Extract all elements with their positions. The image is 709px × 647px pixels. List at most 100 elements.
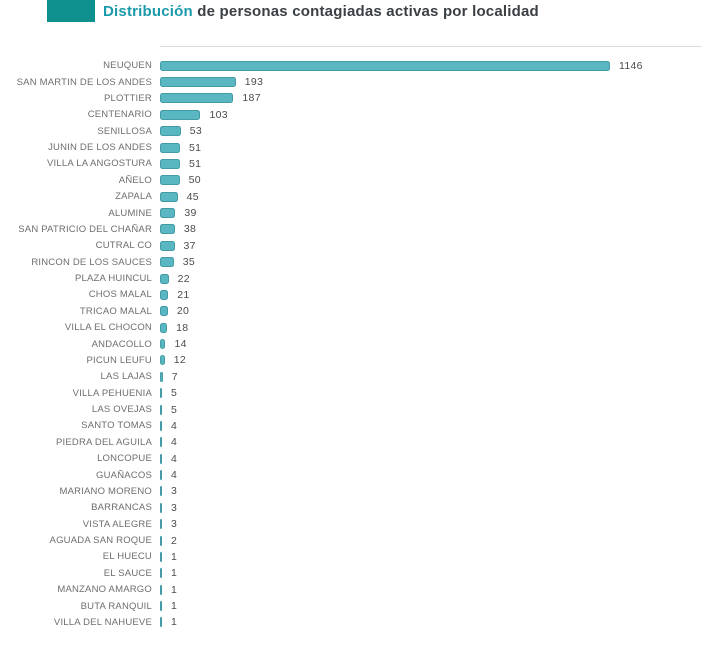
category-label: VILLA EL CHOCON bbox=[64, 322, 152, 334]
value-label: 51 bbox=[189, 157, 202, 170]
bar[interactable] bbox=[160, 371, 163, 382]
bar-row: VILLA DEL NAHUEVE 1 bbox=[0, 614, 709, 630]
bar[interactable] bbox=[160, 535, 162, 546]
category-label: AÑELO bbox=[118, 174, 152, 186]
value-label: 2 bbox=[171, 534, 178, 547]
bar-row: NEUQUEN 1146 bbox=[0, 58, 709, 74]
bar-area: 38 bbox=[160, 223, 196, 235]
bar[interactable] bbox=[160, 240, 175, 251]
bar[interactable] bbox=[160, 126, 181, 137]
bar[interactable] bbox=[160, 617, 162, 628]
category-label: LAS OVEJAS bbox=[91, 404, 152, 416]
bar[interactable] bbox=[160, 322, 168, 333]
bar[interactable] bbox=[160, 208, 176, 219]
category-label: SAN MARTIN DE LOS ANDES bbox=[16, 76, 152, 88]
category-label: ZAPALA bbox=[115, 191, 152, 203]
bar[interactable] bbox=[160, 109, 201, 120]
bar[interactable] bbox=[160, 551, 162, 562]
bar[interactable] bbox=[160, 437, 162, 448]
category-label: SAN PATRICIO DEL CHAÑAR bbox=[18, 223, 152, 235]
bar-area: 4 bbox=[160, 453, 177, 465]
bar[interactable] bbox=[160, 519, 162, 530]
bar-row: LAS LAJAS 7 bbox=[0, 369, 709, 385]
bar[interactable] bbox=[160, 158, 181, 169]
bar-area: 7 bbox=[160, 371, 178, 383]
category-label: TRICAO MALAL bbox=[79, 305, 152, 317]
value-label: 50 bbox=[188, 174, 201, 187]
category-label: SENILLOSA bbox=[97, 125, 152, 137]
bar[interactable] bbox=[160, 420, 162, 431]
bar[interactable] bbox=[160, 306, 168, 317]
bar-area: 1 bbox=[160, 600, 177, 612]
bar[interactable] bbox=[160, 60, 610, 71]
bar-row: PLAZA HUINCUL 22 bbox=[0, 270, 709, 286]
chart-header: Distribución de personas contagiadas act… bbox=[0, 0, 709, 30]
bar-area: 35 bbox=[160, 256, 195, 268]
bar[interactable] bbox=[160, 568, 162, 579]
category-label: CUTRAL CO bbox=[95, 240, 152, 252]
bar-row: SAN MARTIN DE LOS ANDES 193 bbox=[0, 74, 709, 90]
bar[interactable] bbox=[160, 601, 162, 612]
value-label: 39 bbox=[184, 207, 197, 220]
bar-area: 45 bbox=[160, 191, 199, 203]
bar[interactable] bbox=[160, 339, 166, 350]
category-label: PLAZA HUINCUL bbox=[74, 273, 152, 285]
bar[interactable] bbox=[160, 470, 162, 481]
bar-row: CUTRAL CO 37 bbox=[0, 238, 709, 254]
bar-area: 4 bbox=[160, 436, 177, 448]
bar[interactable] bbox=[160, 257, 174, 268]
bar[interactable] bbox=[160, 142, 181, 153]
bar[interactable] bbox=[160, 502, 162, 513]
bar-area: 50 bbox=[160, 174, 201, 186]
value-label: 53 bbox=[189, 125, 203, 138]
bar[interactable] bbox=[160, 175, 180, 186]
bar[interactable] bbox=[160, 191, 178, 202]
value-label: 1 bbox=[171, 616, 178, 629]
bar[interactable] bbox=[160, 93, 234, 104]
bar-area: 20 bbox=[160, 305, 189, 317]
bar-area: 2 bbox=[160, 535, 177, 547]
bar[interactable] bbox=[160, 453, 162, 464]
bar-area: 12 bbox=[160, 354, 186, 366]
bar-area: 1 bbox=[160, 616, 177, 628]
value-label: 12 bbox=[173, 354, 186, 367]
bar-row: VILLA LA ANGOSTURA 51 bbox=[0, 156, 709, 172]
bar-row: VILLA EL CHOCON 18 bbox=[0, 320, 709, 336]
bar-row: EL SAUCE 1 bbox=[0, 565, 709, 581]
plot-top-border bbox=[160, 46, 702, 47]
bar[interactable] bbox=[160, 584, 162, 595]
category-label: LONCOPUE bbox=[97, 453, 152, 465]
bar[interactable] bbox=[160, 355, 165, 366]
bar[interactable] bbox=[160, 388, 162, 399]
bar-row: ANDACOLLO 14 bbox=[0, 336, 709, 352]
category-label: EL SAUCE bbox=[103, 567, 152, 579]
bar[interactable] bbox=[160, 224, 175, 235]
bar[interactable] bbox=[160, 273, 169, 284]
bar-area: 21 bbox=[160, 289, 190, 301]
bar[interactable] bbox=[160, 289, 169, 300]
category-label: BARRANCAS bbox=[91, 502, 152, 514]
bar-area: 14 bbox=[160, 338, 187, 350]
bar-row: AGUADA SAN ROQUE 2 bbox=[0, 532, 709, 548]
bar-rows: NEUQUEN 1146 SAN MARTIN DE LOS ANDES 193 PLO… bbox=[0, 58, 709, 631]
value-label: 193 bbox=[244, 76, 264, 89]
category-label: AGUADA SAN ROQUE bbox=[49, 535, 152, 547]
category-label: ALUMINE bbox=[108, 207, 152, 219]
bar-row: RINCON DE LOS SAUCES 35 bbox=[0, 254, 709, 270]
category-label: VILLA PEHUENIA bbox=[72, 387, 152, 399]
value-label: 3 bbox=[171, 485, 178, 498]
value-label: 187 bbox=[242, 92, 261, 105]
bar[interactable] bbox=[160, 404, 162, 415]
category-label: LAS LAJAS bbox=[100, 371, 152, 383]
category-label: GUAÑACOS bbox=[96, 469, 152, 481]
bar-area: 4 bbox=[160, 420, 177, 432]
value-label: 45 bbox=[186, 190, 199, 203]
value-label: 1146 bbox=[619, 59, 643, 72]
bar[interactable] bbox=[160, 486, 162, 497]
value-label: 1 bbox=[171, 583, 178, 596]
bar[interactable] bbox=[160, 77, 236, 88]
bar-row: LONCOPUE 4 bbox=[0, 451, 709, 467]
value-label: 51 bbox=[189, 141, 202, 154]
legend-swatch bbox=[47, 0, 95, 22]
bar-row: EL HUECU 1 bbox=[0, 549, 709, 565]
